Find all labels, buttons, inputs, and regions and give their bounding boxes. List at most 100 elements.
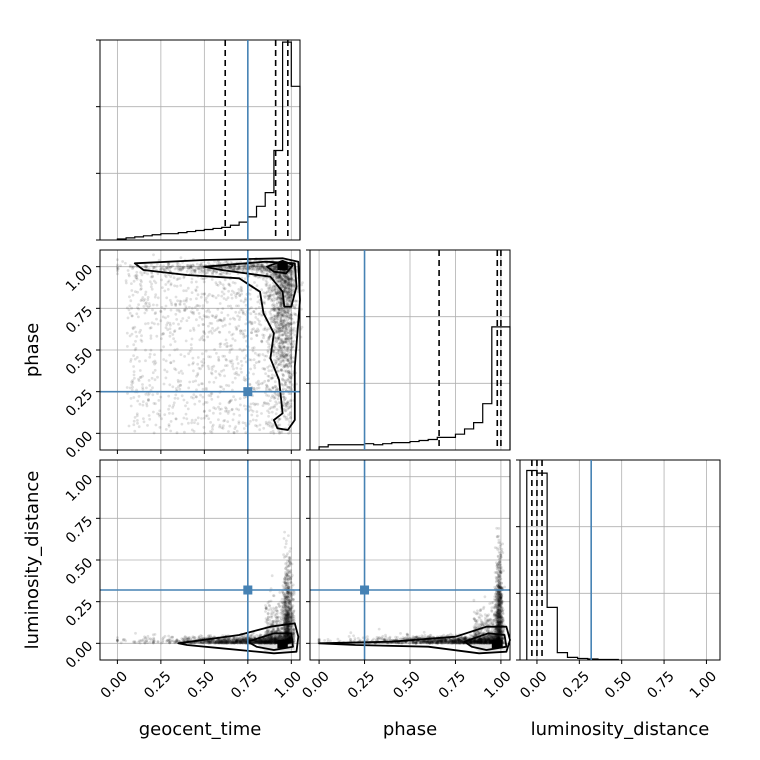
scatter-phase-vs-geocent-time-point [210, 331, 214, 335]
scatter-phase-vs-geocent-time-point [289, 269, 293, 273]
scatter-phase-vs-geocent-time-point [154, 265, 158, 269]
scatter-phase-vs-geocent-time-point [153, 378, 157, 382]
scatter-phase-vs-geocent-time-point [231, 332, 235, 336]
scatter-phase-vs-geocent-time-point [242, 335, 246, 339]
scatter-phase-vs-geocent-time-point [256, 402, 260, 406]
scatter-phase-vs-geocent-time-point [275, 292, 278, 295]
scatter-phase-vs-geocent-time-point [277, 276, 280, 279]
scatter-phase-vs-geocent-time-point [288, 277, 292, 281]
scatter-phase-vs-geocent-time-point [281, 358, 285, 362]
scatter-phase-vs-geocent-time-point [174, 417, 178, 421]
scatter-phase-vs-geocent-time-point [194, 289, 198, 293]
scatter-phase-vs-geocent-time-point [274, 317, 277, 321]
scatter-phase-vs-geocent-time-point [226, 304, 230, 308]
scatter-phase-vs-geocent-time-point [277, 363, 281, 366]
scatter-phase-vs-geocent-time-point [171, 406, 175, 409]
scatter-phase-vs-geocent-time-point [259, 323, 263, 327]
scatter-phase-vs-geocent-time-point [146, 298, 150, 301]
scatter-phase-vs-geocent-time-point [269, 288, 273, 292]
scatter-phase-vs-geocent-time-point [238, 293, 242, 297]
scatter-phase-vs-geocent-time-point [203, 401, 207, 404]
scatter-phase-vs-geocent-time-point [193, 269, 197, 273]
scatter-phase-vs-geocent-time-point [224, 338, 228, 342]
scatter-phase-vs-geocent-time-point [167, 423, 171, 426]
scatter-phase-vs-geocent-time-point [147, 399, 150, 402]
scatter-phase-vs-geocent-time-point [131, 266, 135, 269]
scatter-phase-vs-geocent-time-point [287, 316, 291, 320]
scatter-phase-vs-geocent-time-point [134, 273, 138, 277]
scatter-phase-vs-geocent-time-point [170, 303, 174, 307]
scatter-phase-vs-geocent-time-point [285, 369, 288, 373]
scatter-phase-vs-geocent-time-point [264, 386, 268, 390]
scatter-phase-vs-geocent-time-point [261, 277, 265, 281]
scatter-phase-vs-geocent-time-point [280, 369, 284, 372]
scatter-phase-vs-geocent-time-point [285, 284, 288, 288]
scatter-phase-vs-geocent-time-point [259, 275, 262, 279]
scatter-phase-vs-geocent-time-point [281, 342, 285, 346]
scatter-phase-vs-geocent-time-point [156, 412, 160, 416]
scatter-phase-vs-geocent-time-point [292, 282, 296, 285]
scatter-phase-vs-geocent-time-point [273, 298, 277, 301]
scatter-phase-vs-geocent-time-point [207, 417, 211, 420]
scatter-phase-vs-geocent-time-point [276, 369, 280, 373]
scatter-phase-vs-geocent-time-point [167, 424, 171, 428]
scatter-phase-vs-geocent-time-point [159, 310, 163, 314]
scatter-phase-vs-geocent-time-point [131, 327, 135, 331]
scatter-phase-vs-geocent-time-point [146, 272, 150, 276]
scatter-phase-vs-geocent-time-point [228, 400, 232, 404]
scatter-phase-vs-geocent-time-point [192, 328, 196, 332]
scatter-phase-vs-geocent-time-point [276, 336, 280, 340]
scatter-phase-vs-geocent-time-point [125, 331, 129, 335]
scatter-phase-vs-geocent-time-point [237, 311, 241, 314]
scatter-phase-vs-geocent-time-point [284, 381, 287, 385]
scatter-phase-vs-geocent-time-point [264, 282, 268, 286]
scatter-phase-vs-geocent-time-point [277, 362, 281, 366]
scatter-phase-vs-geocent-time-point [130, 265, 134, 269]
scatter-phase-vs-geocent-time-point [282, 396, 286, 399]
scatter-phase-vs-geocent-time-point [285, 401, 289, 405]
scatter-phase-vs-geocent-time-point [225, 383, 228, 387]
scatter-phase-vs-geocent-time-point [271, 424, 274, 428]
scatter-phase-vs-geocent-time-point [124, 261, 127, 265]
scatter-phase-vs-geocent-time-point [175, 266, 179, 270]
scatter-phase-vs-geocent-time-point [154, 361, 158, 365]
scatter-phase-vs-geocent-time-point [289, 293, 292, 297]
scatter-phase-vs-geocent-time-point [278, 417, 282, 421]
scatter-phase-vs-geocent-time-point [191, 362, 195, 366]
scatter-phase-vs-geocent-time-point [235, 292, 239, 296]
scatter-phase-vs-geocent-time-point [276, 337, 280, 341]
scatter-phase-vs-geocent-time-point [229, 361, 233, 364]
scatter-phase-vs-geocent-time-point [129, 299, 133, 303]
scatter-phase-vs-geocent-time-point [275, 354, 279, 358]
scatter-phase-vs-geocent-time-point [196, 372, 200, 375]
scatter-phase-vs-geocent-time-point [227, 282, 231, 286]
scatter-phase-vs-geocent-time-point [178, 268, 182, 271]
scatter-phase-vs-geocent-time-point [240, 292, 244, 296]
scatter-phase-vs-geocent-time-point [272, 284, 276, 287]
scatter-phase-vs-geocent-time-point [271, 376, 275, 380]
scatter-phase-vs-geocent-time-point [144, 348, 147, 352]
scatter-phase-vs-geocent-time-point [273, 397, 276, 400]
scatter-phase-vs-geocent-time-point [270, 320, 273, 324]
scatter-phase-vs-geocent-time-point [200, 261, 204, 264]
scatter-phase-vs-geocent-time-point [239, 403, 242, 407]
scatter-phase-vs-geocent-time-point [134, 347, 138, 350]
scatter-phase-vs-geocent-time-point [235, 407, 239, 411]
scatter-phase-vs-geocent-time-point [291, 340, 294, 344]
scatter-phase-vs-geocent-time-point [288, 406, 291, 410]
scatter-phase-vs-geocent-time-point [268, 407, 272, 411]
scatter-phase-vs-geocent-time-point [272, 350, 276, 353]
scatter-phase-vs-geocent-time-point [276, 393, 280, 396]
scatter-phase-vs-geocent-time-point [268, 344, 272, 347]
scatter-phase-vs-geocent-time-point [274, 292, 278, 296]
scatter-luminosity-distance-vs-geocent-time-point [255, 633, 259, 637]
scatter-phase-vs-geocent-time-point [280, 314, 283, 317]
scatter-phase-vs-geocent-time-point [283, 379, 287, 382]
scatter-phase-vs-geocent-time-point [135, 335, 139, 338]
scatter-phase-vs-geocent-time-point [286, 303, 290, 306]
scatter-phase-vs-geocent-time-point [211, 272, 215, 276]
hist-phase-steps [318, 326, 511, 450]
scatter-phase-vs-geocent-time-point [284, 418, 288, 421]
scatter-phase-vs-geocent-time-point [270, 297, 273, 301]
scatter-phase-vs-geocent-time-point [188, 305, 191, 309]
